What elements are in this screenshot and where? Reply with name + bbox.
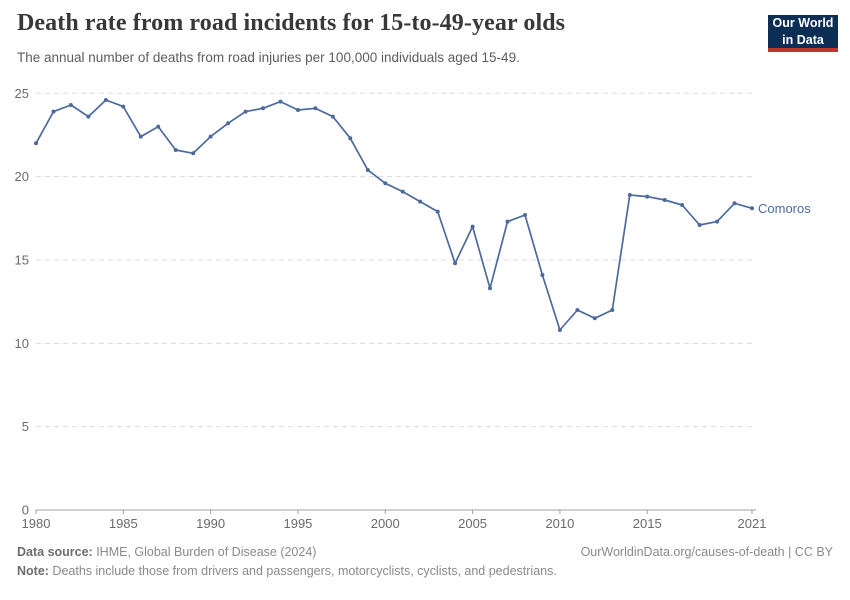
page-title: Death rate from road incidents for 15-to…	[17, 10, 566, 36]
data-point[interactable]	[715, 219, 720, 224]
x-tick-label: 2015	[633, 516, 662, 531]
x-tick-label: 2021	[738, 516, 767, 531]
x-tick-label: 1980	[22, 516, 51, 531]
data-point[interactable]	[453, 261, 458, 266]
data-point[interactable]	[435, 209, 440, 214]
data-point[interactable]	[86, 114, 91, 119]
x-tick-label: 2000	[371, 516, 400, 531]
data-point[interactable]	[488, 286, 492, 291]
footer-note-text: Deaths include those from drivers and pa…	[48, 564, 557, 578]
data-point[interactable]	[208, 134, 213, 139]
data-point[interactable]	[592, 316, 597, 321]
data-point[interactable]	[51, 109, 56, 114]
data-point[interactable]	[138, 134, 143, 139]
x-tick-label: 2010	[545, 516, 574, 531]
x-tick-label: 1995	[283, 516, 312, 531]
x-tick-label: 1990	[196, 516, 225, 531]
data-point[interactable]	[330, 114, 335, 119]
owid-logo-line2: in Data	[782, 32, 824, 47]
data-point[interactable]	[662, 198, 667, 202]
data-point[interactable]	[243, 109, 248, 114]
data-point[interactable]	[680, 203, 685, 207]
data-source-label: Data source:	[17, 545, 93, 559]
data-point[interactable]	[121, 104, 126, 109]
data-point[interactable]	[610, 308, 615, 312]
data-point[interactable]	[261, 106, 265, 111]
data-point[interactable]	[732, 201, 737, 206]
footer-note-label: Note:	[17, 564, 49, 578]
data-point[interactable]	[313, 106, 318, 111]
chart-footer: Data source: IHME, Global Burden of Dise…	[17, 545, 833, 578]
data-point[interactable]	[383, 181, 388, 186]
data-point[interactable]	[226, 121, 231, 126]
data-point[interactable]	[418, 199, 423, 204]
data-point[interactable]	[400, 189, 405, 194]
data-point[interactable]	[68, 103, 73, 107]
data-point[interactable]	[557, 328, 562, 332]
footer-link[interactable]: OurWorldinData.org/causes-of-death | CC …	[580, 545, 833, 559]
y-tick-label: 0	[22, 503, 29, 518]
data-point[interactable]	[278, 99, 283, 104]
data-point[interactable]	[540, 273, 545, 277]
data-point[interactable]	[365, 168, 370, 172]
data-point[interactable]	[156, 124, 161, 129]
owid-logo[interactable]: Our World in Data	[768, 15, 838, 52]
y-tick-label: 10	[15, 336, 29, 351]
data-point[interactable]	[34, 141, 38, 146]
owid-logo-line1: Our World	[772, 16, 834, 31]
y-tick-label: 5	[22, 419, 29, 434]
y-tick-label: 20	[15, 169, 29, 184]
y-tick-label: 25	[15, 86, 29, 101]
data-source-text: IHME, Global Burden of Disease (2024)	[92, 545, 317, 559]
data-point[interactable]	[575, 308, 580, 312]
data-point[interactable]	[523, 213, 527, 217]
data-point[interactable]	[191, 151, 196, 156]
data-point[interactable]	[173, 148, 178, 152]
data-point[interactable]	[348, 136, 353, 141]
data-point[interactable]	[627, 193, 632, 197]
data-point[interactable]	[697, 223, 702, 227]
chart-subtitle: The annual number of deaths from road in…	[17, 50, 520, 65]
data-point[interactable]	[296, 108, 300, 112]
data-source: Data source: IHME, Global Burden of Dise…	[17, 545, 316, 559]
y-tick-label: 15	[15, 252, 29, 267]
series-line[interactable]	[35, 99, 753, 331]
line-chart[interactable]: 0 5 10 15 20 25 1980 1985 1990 1995 2000 2005 2010 20…	[0, 82, 850, 542]
data-point[interactable]	[750, 206, 754, 211]
x-tick-label: 1985	[109, 516, 138, 531]
data-point[interactable]	[645, 194, 650, 199]
data-point[interactable]	[505, 219, 510, 224]
series-end-label: Comoros	[758, 201, 811, 216]
data-point[interactable]	[470, 224, 475, 229]
footer-note: Note: Deaths include those from drivers …	[17, 564, 833, 578]
x-tick-label: 2005	[458, 516, 487, 531]
data-point[interactable]	[103, 98, 108, 102]
